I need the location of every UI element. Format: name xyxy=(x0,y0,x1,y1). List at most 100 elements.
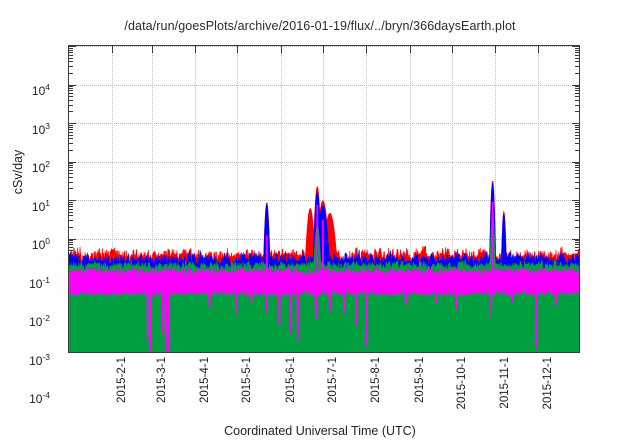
gridline-vertical xyxy=(495,46,497,352)
gridline-vertical xyxy=(112,46,114,352)
y-axis-minor-tick xyxy=(69,143,73,145)
x-axis-tick-label: 2015-8-1 xyxy=(370,357,383,404)
y-axis-minor-tick xyxy=(69,49,73,51)
y-axis-minor-tick xyxy=(575,163,579,165)
y-axis-minor-tick xyxy=(69,90,73,92)
gridline-vertical xyxy=(537,46,539,352)
y-axis-minor-tick xyxy=(575,61,579,63)
y-axis-minor-tick xyxy=(575,170,579,172)
y-axis-minor-tick xyxy=(575,86,579,88)
y-axis-minor-tick xyxy=(575,128,579,130)
gridline-horizontal xyxy=(69,84,579,86)
x-axis-tick xyxy=(195,46,197,53)
y-axis-minor-tick xyxy=(575,124,579,126)
y-axis-tick-labels: 10-4 10-3 10-2 10-1 100 101 102 103 104 xyxy=(0,45,62,406)
y-axis-minor-tick xyxy=(575,244,579,246)
x-axis-tick-label: 2015-2-1 xyxy=(116,357,129,404)
x-axis-tick-label: 2015-12-1 xyxy=(541,357,554,410)
y-axis-tick xyxy=(572,161,579,163)
x-axis-tick xyxy=(112,46,114,53)
x-axis-tick-label: 2015-4-1 xyxy=(199,357,212,404)
series-magenta xyxy=(69,267,579,352)
gridline-horizontal xyxy=(69,200,579,201)
y-axis-minor-tick xyxy=(69,134,73,136)
y-axis-minor-tick xyxy=(69,242,73,244)
gridline-horizontal xyxy=(69,161,579,163)
y-axis-minor-tick xyxy=(575,66,579,68)
y-axis-minor-tick xyxy=(575,104,579,106)
y-axis-minor-tick xyxy=(575,149,579,151)
y-axis-minor-tick xyxy=(69,220,73,222)
y-axis-minor-tick xyxy=(69,181,73,183)
y-axis-minor-tick xyxy=(69,201,73,203)
y-axis-tick xyxy=(572,46,579,47)
x-axis-tick xyxy=(151,46,153,53)
y-axis-minor-tick xyxy=(575,51,579,53)
y-axis-minor-tick xyxy=(69,86,73,88)
x-axis-tick xyxy=(495,46,497,53)
y-axis-minor-tick xyxy=(575,138,579,140)
y-axis-minor-tick xyxy=(575,181,579,183)
y-axis-minor-tick xyxy=(69,47,73,49)
y-axis-minor-tick xyxy=(69,211,73,213)
y-axis-minor-tick xyxy=(69,226,73,228)
y-axis-tick xyxy=(572,84,579,86)
y-axis-minor-tick xyxy=(69,138,73,140)
y-axis-minor-tick xyxy=(69,203,73,205)
y-axis-tick-label: 103 xyxy=(31,120,50,137)
y-axis-minor-tick xyxy=(69,54,73,56)
x-axis-tick-label: 2015-5-1 xyxy=(241,357,254,404)
y-axis-minor-tick xyxy=(575,90,579,92)
y-axis-minor-tick xyxy=(69,66,73,68)
y-axis-minor-tick xyxy=(69,165,73,167)
gridline-vertical xyxy=(322,46,324,352)
page-title: /data/run/goesPlots/archive/2016-01-19/f… xyxy=(124,19,516,33)
y-axis-minor-tick xyxy=(69,188,73,190)
y-axis-tick-label: 10-4 xyxy=(29,390,50,406)
y-axis-minor-tick xyxy=(69,205,73,207)
y-axis-minor-tick xyxy=(69,247,73,249)
y-axis-minor-tick xyxy=(69,149,73,151)
y-axis-minor-tick xyxy=(575,208,579,210)
x-axis-tick xyxy=(322,46,324,53)
y-axis-tick xyxy=(572,123,579,124)
y-axis-minor-tick xyxy=(575,134,579,136)
gridline-vertical xyxy=(409,46,411,352)
y-axis-minor-tick xyxy=(575,211,579,213)
y-axis-minor-tick xyxy=(575,72,579,74)
plot-frame xyxy=(68,45,580,353)
y-axis-minor-tick xyxy=(575,93,579,95)
x-axis-tick xyxy=(409,46,411,53)
y-axis-minor-tick xyxy=(69,72,73,74)
y-axis-minor-tick xyxy=(69,104,73,106)
y-axis-minor-tick xyxy=(69,215,73,217)
x-axis-tick xyxy=(366,46,368,53)
y-axis-tick xyxy=(572,238,579,240)
y-axis-tick xyxy=(69,200,76,201)
y-axis-minor-tick xyxy=(575,176,579,178)
y-axis-minor-tick xyxy=(575,111,579,113)
y-axis-minor-tick xyxy=(69,93,73,95)
y-axis-minor-tick xyxy=(575,240,579,242)
x-axis-tick-label: 2015-6-1 xyxy=(284,357,297,404)
y-axis-minor-tick xyxy=(69,128,73,130)
x-axis-tick-label: 2015-10-1 xyxy=(455,357,468,410)
y-axis-minor-tick xyxy=(575,203,579,205)
y-axis-minor-tick xyxy=(575,188,579,190)
gridline-vertical xyxy=(151,46,153,352)
y-axis-tick xyxy=(69,123,76,124)
y-axis-tick-label: 10-1 xyxy=(29,274,50,291)
y-axis-minor-tick xyxy=(69,126,73,128)
y-axis-minor-tick xyxy=(575,57,579,59)
y-axis-tick-label: 10-3 xyxy=(29,351,50,368)
gridline-vertical xyxy=(366,46,368,352)
y-axis-tick-label: 10-2 xyxy=(29,313,50,329)
y-axis-minor-tick xyxy=(575,215,579,217)
gridline-horizontal xyxy=(69,123,579,124)
x-axis-tick xyxy=(237,46,239,53)
y-axis-minor-tick xyxy=(575,220,579,222)
y-axis-minor-tick xyxy=(575,96,579,98)
y-axis-minor-tick xyxy=(575,242,579,244)
x-axis-tick-label: 2015-3-1 xyxy=(155,357,168,404)
